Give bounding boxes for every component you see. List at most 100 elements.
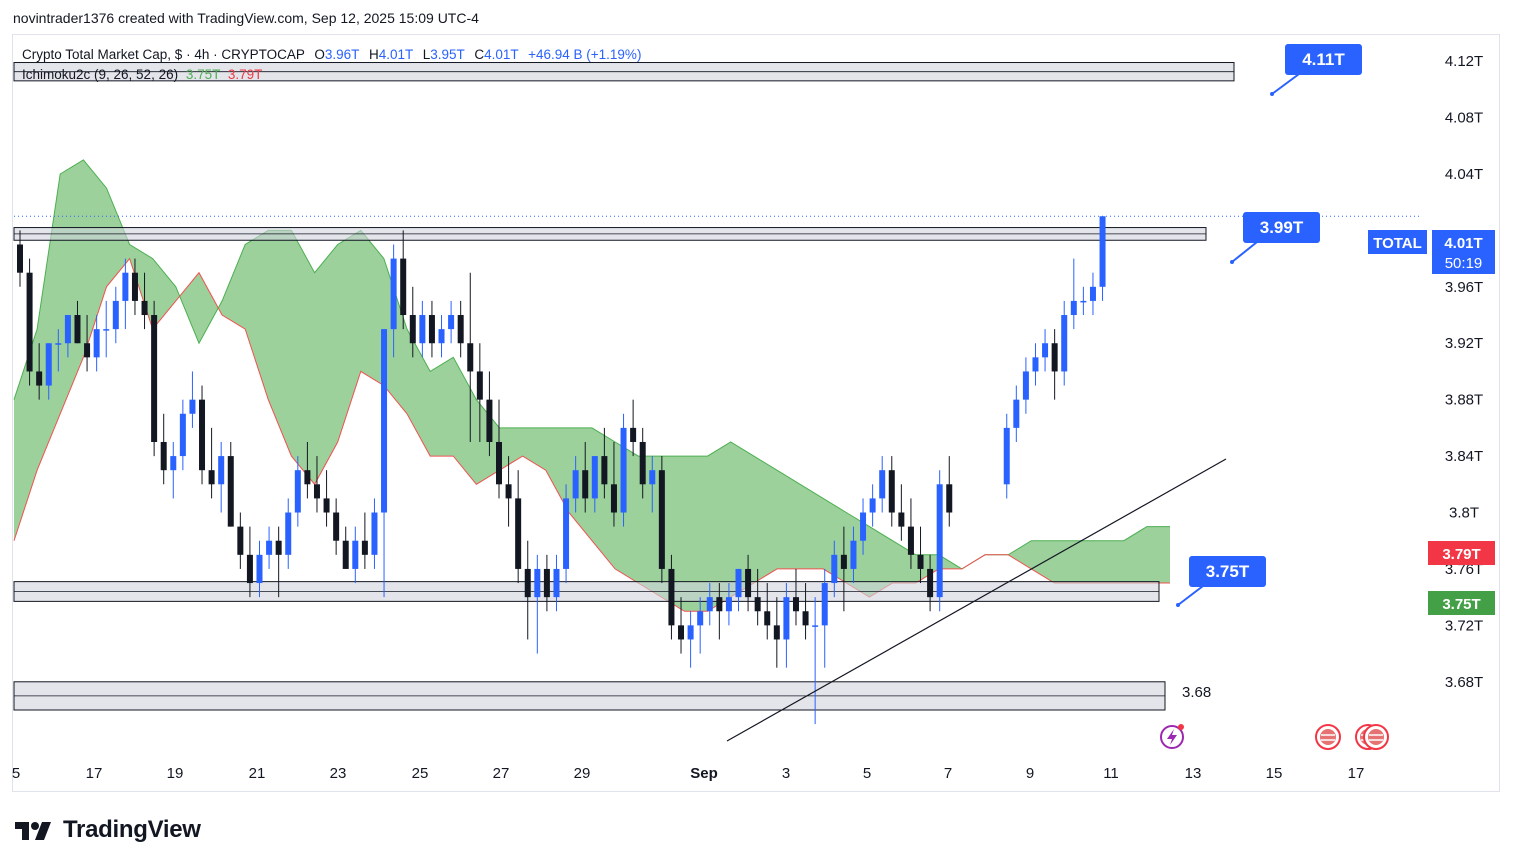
candle-body[interactable] (630, 427, 637, 442)
candle-body[interactable] (860, 512, 867, 541)
candle-body[interactable] (1042, 343, 1049, 358)
candle-body[interactable] (1003, 427, 1010, 485)
candle-body[interactable] (687, 625, 694, 640)
candle-body[interactable] (850, 540, 857, 569)
candle-body[interactable] (304, 470, 311, 485)
candle-body[interactable] (591, 456, 598, 499)
candle-body[interactable] (400, 258, 407, 316)
candle-body[interactable] (189, 399, 196, 414)
candle-body[interactable] (792, 597, 799, 612)
candle-body[interactable] (294, 470, 301, 513)
candle-body[interactable] (543, 568, 550, 598)
candle-body[interactable] (1099, 216, 1106, 287)
callout-box[interactable] (1189, 556, 1266, 587)
candle-body[interactable] (266, 540, 273, 555)
indicator-badge[interactable] (1428, 541, 1495, 565)
candle-body[interactable] (936, 484, 943, 598)
indicator-badge[interactable] (1428, 591, 1495, 615)
candle-body[interactable] (639, 441, 646, 485)
candle-body[interactable] (745, 568, 752, 598)
candle-body[interactable] (84, 343, 91, 358)
candle-body[interactable] (840, 554, 847, 569)
candle-body[interactable] (179, 413, 186, 457)
candle-body[interactable] (333, 512, 340, 541)
candle-body[interactable] (218, 456, 225, 485)
candle-body[interactable] (26, 272, 33, 372)
candle-body[interactable] (275, 540, 282, 555)
candle-body[interactable] (812, 625, 819, 627)
candle-body[interactable] (122, 272, 129, 301)
candle-body[interactable] (927, 568, 934, 598)
candle-body[interactable] (237, 526, 244, 555)
candle-body[interactable] (448, 315, 455, 330)
candle-body[interactable] (1013, 399, 1020, 428)
candle-body[interactable] (352, 540, 359, 569)
candle-body[interactable] (917, 554, 924, 569)
candle-body[interactable] (285, 512, 292, 555)
candle-body[interactable] (773, 625, 780, 640)
candle-body[interactable] (419, 315, 426, 344)
candle-body[interactable] (361, 540, 368, 555)
candle-body[interactable] (55, 343, 62, 345)
candle-body[interactable] (716, 597, 723, 612)
candle-body[interactable] (496, 441, 502, 485)
candle-body[interactable] (131, 272, 138, 301)
candle-body[interactable] (170, 456, 177, 471)
candle-body[interactable] (1070, 300, 1077, 316)
candle-body[interactable] (898, 512, 905, 527)
candle-body[interactable] (678, 625, 685, 640)
candle-body[interactable] (323, 498, 330, 513)
candle-body[interactable] (754, 597, 761, 612)
candle-body[interactable] (371, 512, 378, 555)
candle-body[interactable] (151, 315, 158, 442)
candle-body[interactable] (342, 540, 349, 569)
candle-body[interactable] (1089, 286, 1096, 301)
candle-body[interactable] (467, 343, 474, 372)
candle-body[interactable] (141, 300, 148, 316)
candle-body[interactable] (879, 470, 886, 499)
candle-body[interactable] (476, 371, 483, 400)
candle-body[interactable] (199, 399, 206, 471)
candle-body[interactable] (160, 441, 167, 471)
candle-body[interactable] (1022, 371, 1029, 400)
candle-body[interactable] (706, 597, 713, 612)
candle-body[interactable] (783, 597, 790, 640)
candle-body[interactable] (93, 329, 100, 358)
candle-body[interactable] (946, 484, 953, 513)
candle-body[interactable] (907, 526, 914, 555)
candle-body[interactable] (103, 329, 110, 331)
candle-body[interactable] (601, 456, 608, 485)
candle-body[interactable] (1032, 357, 1039, 372)
candle-body[interactable] (563, 498, 570, 569)
candle-body[interactable] (64, 315, 71, 344)
candle-body[interactable] (208, 470, 215, 485)
candle-body[interactable] (821, 583, 828, 626)
candle-body[interactable] (390, 258, 397, 330)
candle-body[interactable] (524, 568, 531, 598)
candle-body[interactable] (409, 315, 416, 344)
candle-body[interactable] (112, 300, 119, 330)
candle-body[interactable] (888, 470, 895, 513)
candle-body[interactable] (256, 554, 263, 584)
candle-body[interactable] (227, 456, 234, 527)
candle-body[interactable] (1080, 300, 1087, 303)
candle-body[interactable] (1061, 315, 1068, 372)
tradingview-footer[interactable]: TradingView (15, 816, 201, 844)
candle-body[interactable] (457, 315, 464, 344)
candle-body[interactable] (17, 244, 23, 273)
candle-body[interactable] (428, 315, 435, 344)
callout-box[interactable] (1285, 44, 1362, 75)
candle-body[interactable] (381, 329, 388, 513)
candle-body[interactable] (515, 498, 522, 569)
candle-body[interactable] (45, 343, 52, 386)
candle-body[interactable] (658, 470, 665, 569)
candle-body[interactable] (582, 470, 589, 499)
candle-body[interactable] (313, 484, 320, 499)
candle-body[interactable] (831, 554, 838, 584)
candle-body[interactable] (486, 399, 493, 442)
candle-body[interactable] (649, 470, 656, 485)
candle-body[interactable] (869, 498, 876, 513)
candle-body[interactable] (1051, 343, 1058, 372)
candle-body[interactable] (74, 315, 81, 344)
legend-indicator-name[interactable]: Ichimoku2c (9, 26, 52, 26) (22, 67, 179, 82)
